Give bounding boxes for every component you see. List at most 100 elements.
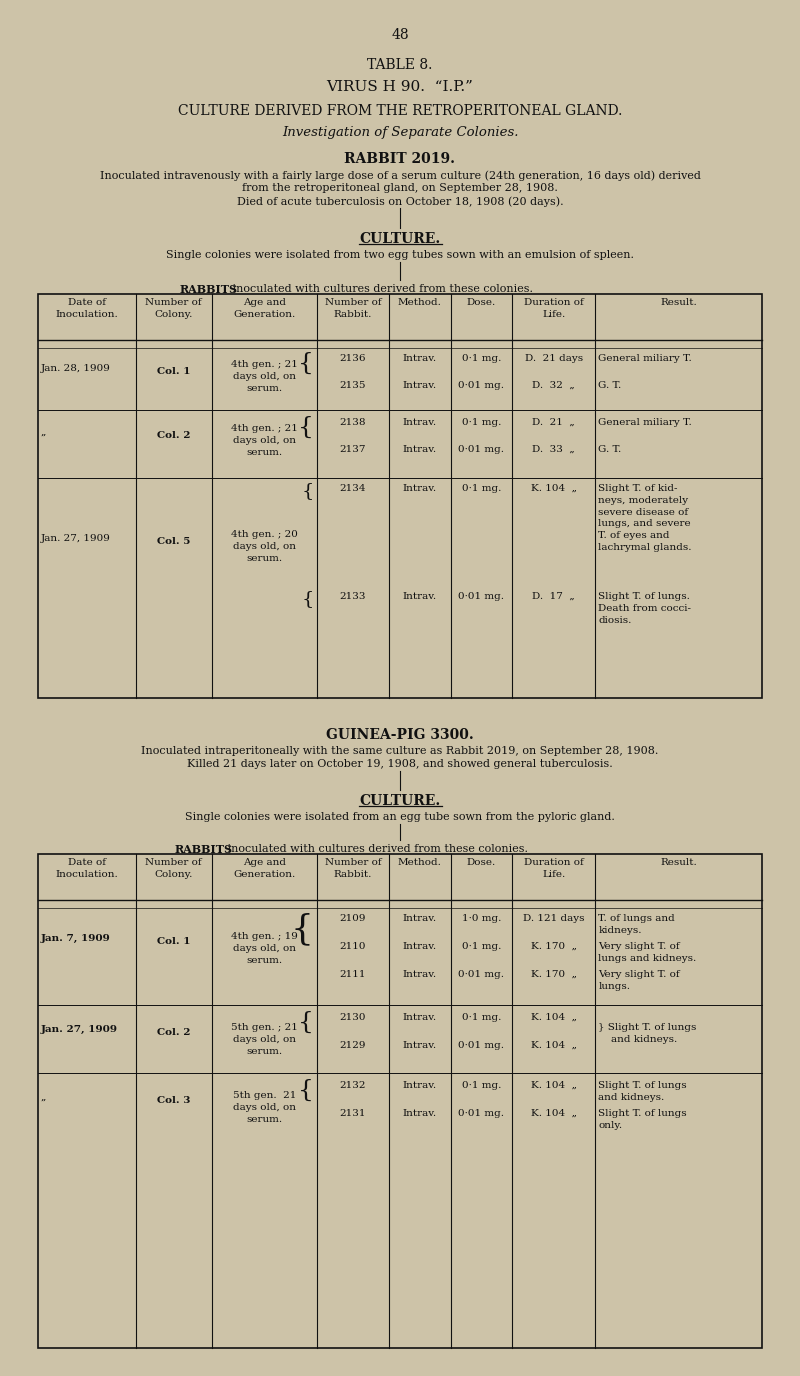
Text: Single colonies were isolated from two egg tubes sown with an emulsion of spleen: Single colonies were isolated from two e… — [166, 250, 634, 260]
Text: Intrav.: Intrav. — [403, 943, 437, 951]
Text: Date of
Inoculation.: Date of Inoculation. — [55, 299, 118, 319]
Text: RABBIT 2019.: RABBIT 2019. — [345, 151, 455, 166]
Text: Col. 2: Col. 2 — [157, 431, 190, 440]
Text: Intrav.: Intrav. — [403, 444, 437, 454]
Text: Intrav.: Intrav. — [403, 418, 437, 427]
Text: Duration of
Life.: Duration of Life. — [524, 859, 584, 879]
Text: Intrav.: Intrav. — [403, 1013, 437, 1022]
Text: Number of
Colony.: Number of Colony. — [146, 299, 202, 319]
Text: Inoculated intravenously with a fairly large dose of a serum culture (24th gener: Inoculated intravenously with a fairly l… — [99, 171, 701, 180]
Text: Method.: Method. — [398, 299, 442, 307]
Text: 2134: 2134 — [340, 484, 366, 493]
Text: K. 170  „: K. 170 „ — [531, 943, 577, 951]
Text: RABBITS: RABBITS — [175, 843, 233, 854]
Text: Age and
Generation.: Age and Generation. — [233, 859, 295, 879]
Text: Col. 5: Col. 5 — [157, 537, 190, 546]
Text: G. T.: G. T. — [598, 381, 622, 389]
Text: RABBITS: RABBITS — [180, 283, 238, 294]
Text: inoculated with cultures derived from these colonies.: inoculated with cultures derived from th… — [224, 843, 528, 854]
Text: Inoculated intraperitoneally with the same culture as Rabbit 2019, on September : Inoculated intraperitoneally with the sa… — [142, 746, 658, 755]
Text: Number of
Rabbit.: Number of Rabbit. — [325, 859, 382, 879]
Text: 2111: 2111 — [340, 970, 366, 978]
Text: VIRUS H 90.  “I.P.”: VIRUS H 90. “I.P.” — [326, 80, 474, 94]
Text: 2110: 2110 — [340, 943, 366, 951]
Text: 0·01 mg.: 0·01 mg. — [458, 1042, 505, 1050]
Text: Intrav.: Intrav. — [403, 1109, 437, 1117]
Text: {: { — [302, 482, 314, 499]
Text: Col. 2: Col. 2 — [157, 1028, 190, 1038]
Text: Very slight T. of
lungs.: Very slight T. of lungs. — [598, 970, 680, 991]
Text: Method.: Method. — [398, 859, 442, 867]
Text: Jan. 7, 1909: Jan. 7, 1909 — [41, 934, 110, 943]
Text: {: { — [298, 416, 314, 439]
Text: Age and
Generation.: Age and Generation. — [233, 299, 295, 319]
Text: Jan. 27, 1909: Jan. 27, 1909 — [41, 1025, 118, 1033]
Text: 0·01 mg.: 0·01 mg. — [458, 970, 505, 978]
Text: „: „ — [41, 428, 46, 438]
Text: 4th gen. ; 21
days old, on
serum.: 4th gen. ; 21 days old, on serum. — [231, 424, 298, 457]
Text: 4th gen. ; 20
days old, on
serum.: 4th gen. ; 20 days old, on serum. — [231, 530, 298, 563]
Text: inoculated with cultures derived from these colonies.: inoculated with cultures derived from th… — [229, 283, 533, 294]
Text: 1·0 mg.: 1·0 mg. — [462, 914, 501, 923]
Text: GUINEA-PIG 3300.: GUINEA-PIG 3300. — [326, 728, 474, 742]
Text: Intrav.: Intrav. — [403, 381, 437, 389]
Text: 4th gen. ; 21
days old, on
serum.: 4th gen. ; 21 days old, on serum. — [231, 361, 298, 392]
Text: 2135: 2135 — [340, 381, 366, 389]
Text: Number of
Rabbit.: Number of Rabbit. — [325, 299, 382, 319]
Text: Number of
Colony.: Number of Colony. — [146, 859, 202, 879]
Text: 5th gen.  21
days old, on
serum.: 5th gen. 21 days old, on serum. — [233, 1091, 296, 1124]
Text: K. 170  „: K. 170 „ — [531, 970, 577, 978]
Text: Intrav.: Intrav. — [403, 1042, 437, 1050]
Text: General miliary T.: General miliary T. — [598, 354, 692, 363]
Text: 2129: 2129 — [340, 1042, 366, 1050]
Text: Intrav.: Intrav. — [403, 970, 437, 978]
Text: 0·1 mg.: 0·1 mg. — [462, 1013, 501, 1022]
Bar — [38, 294, 762, 698]
Text: „: „ — [41, 1093, 46, 1102]
Text: K. 104  „: K. 104 „ — [531, 1013, 577, 1022]
Text: 0·1 mg.: 0·1 mg. — [462, 484, 501, 493]
Text: Slight T. of lungs
only.: Slight T. of lungs only. — [598, 1109, 687, 1130]
Text: 0·1 mg.: 0·1 mg. — [462, 418, 501, 427]
Text: 4th gen. ; 19
days old, on
serum.: 4th gen. ; 19 days old, on serum. — [231, 932, 298, 965]
Text: {: { — [298, 352, 314, 376]
Text: {: { — [298, 1011, 314, 1033]
Text: Intrav.: Intrav. — [403, 1082, 437, 1090]
Text: D.  32  „: D. 32 „ — [533, 381, 575, 389]
Text: D.  21  „: D. 21 „ — [533, 418, 575, 427]
Text: K. 104  „: K. 104 „ — [531, 1109, 577, 1117]
Text: D.  17  „: D. 17 „ — [533, 592, 575, 601]
Text: CULTURE.: CULTURE. — [359, 794, 441, 808]
Text: T. of lungs and
kidneys.: T. of lungs and kidneys. — [598, 914, 675, 934]
Text: 5th gen. ; 21
days old, on
serum.: 5th gen. ; 21 days old, on serum. — [231, 1022, 298, 1055]
Text: 2137: 2137 — [340, 444, 366, 454]
Text: D.  33  „: D. 33 „ — [533, 444, 575, 454]
Text: 0·1 mg.: 0·1 mg. — [462, 354, 501, 363]
Text: Duration of
Life.: Duration of Life. — [524, 299, 584, 319]
Text: Result.: Result. — [660, 299, 697, 307]
Text: 0·01 mg.: 0·01 mg. — [458, 1109, 505, 1117]
Text: {: { — [302, 590, 314, 608]
Text: 0·01 mg.: 0·01 mg. — [458, 592, 505, 601]
Text: 2132: 2132 — [340, 1082, 366, 1090]
Text: 2130: 2130 — [340, 1013, 366, 1022]
Text: Killed 21 days later on October 19, 1908, and showed general tuberculosis.: Killed 21 days later on October 19, 1908… — [187, 760, 613, 769]
Text: 48: 48 — [391, 28, 409, 43]
Text: G. T.: G. T. — [598, 444, 622, 454]
Text: Intrav.: Intrav. — [403, 914, 437, 923]
Text: Investigation of Separate Colonies.: Investigation of Separate Colonies. — [282, 127, 518, 139]
Text: Single colonies were isolated from an egg tube sown from the pyloric gland.: Single colonies were isolated from an eg… — [185, 812, 615, 821]
Text: Died of acute tuberculosis on October 18, 1908 (20 days).: Died of acute tuberculosis on October 18… — [237, 195, 563, 206]
Text: Col. 1: Col. 1 — [157, 367, 190, 376]
Text: Intrav.: Intrav. — [403, 592, 437, 601]
Bar — [38, 854, 762, 1348]
Text: Jan. 27, 1909: Jan. 27, 1909 — [41, 534, 111, 544]
Text: 0·01 mg.: 0·01 mg. — [458, 444, 505, 454]
Text: 2131: 2131 — [340, 1109, 366, 1117]
Text: Col. 3: Col. 3 — [157, 1097, 190, 1105]
Text: Slight T. of lungs
and kidneys.: Slight T. of lungs and kidneys. — [598, 1082, 687, 1102]
Text: K. 104  „: K. 104 „ — [531, 1082, 577, 1090]
Text: from the retroperitoneal gland, on September 28, 1908.: from the retroperitoneal gland, on Septe… — [242, 183, 558, 193]
Text: Dose.: Dose. — [467, 859, 496, 867]
Text: 2138: 2138 — [340, 418, 366, 427]
